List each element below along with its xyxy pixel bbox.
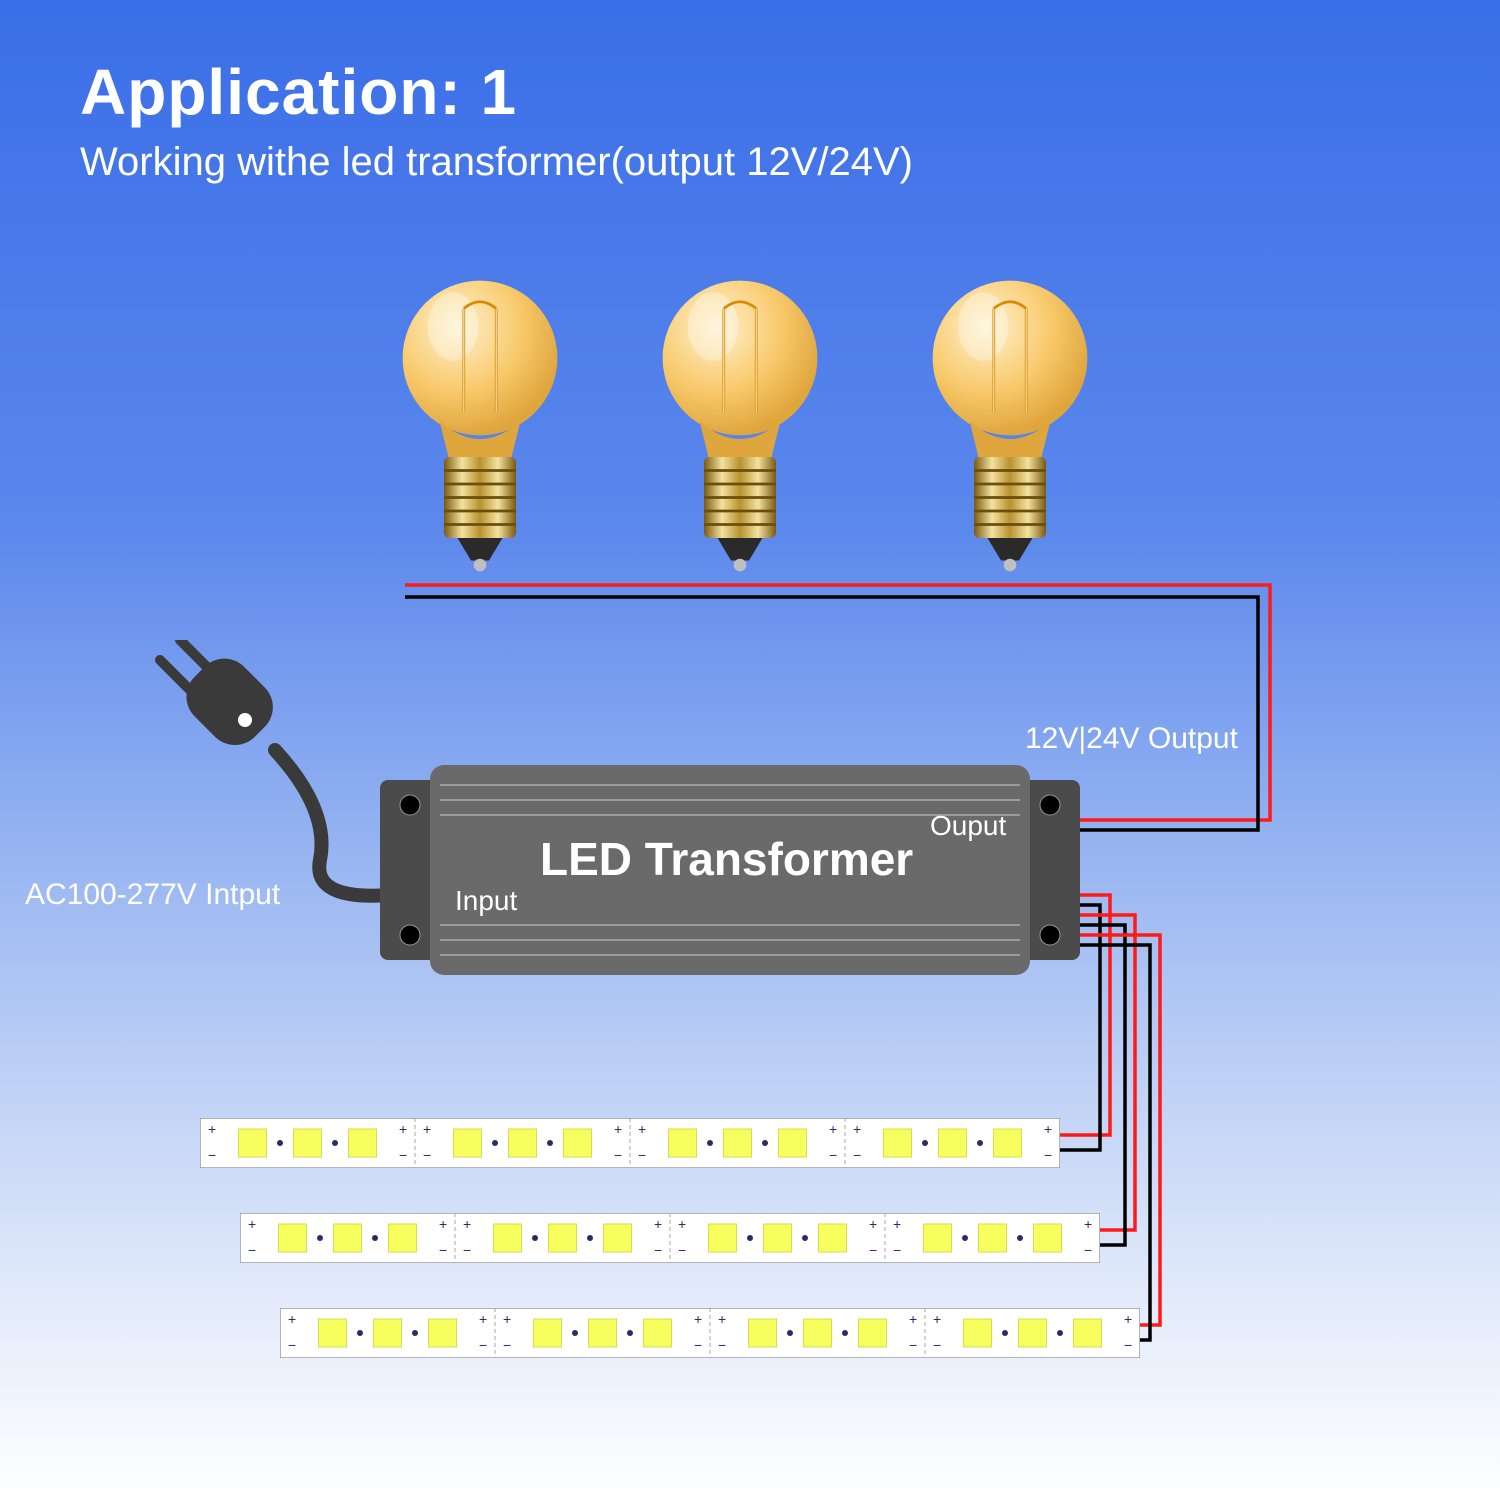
svg-text:−: −	[718, 1337, 726, 1353]
svg-text:+: +	[208, 1121, 216, 1137]
svg-text:+: +	[869, 1216, 877, 1232]
svg-text:+: +	[503, 1311, 511, 1327]
svg-text:−: −	[1044, 1147, 1052, 1163]
svg-text:+: +	[463, 1216, 471, 1232]
svg-text:+: +	[678, 1216, 686, 1232]
svg-text:+: +	[288, 1311, 296, 1327]
output-voltage-label: 12V|24V Output	[1025, 722, 1238, 756]
svg-text:−: −	[208, 1147, 216, 1163]
svg-text:−: −	[694, 1337, 702, 1353]
svg-text:−: −	[463, 1242, 471, 1258]
bulb-3	[920, 260, 1100, 600]
svg-text:+: +	[694, 1311, 702, 1327]
svg-text:+: +	[399, 1121, 407, 1137]
svg-text:+: +	[893, 1216, 901, 1232]
svg-text:−: −	[829, 1147, 837, 1163]
svg-text:−: −	[248, 1242, 256, 1258]
led-transformer: LED Transformer Input Ouput	[380, 760, 1080, 980]
bulb-2	[650, 260, 830, 600]
svg-text:+: +	[1084, 1216, 1092, 1232]
svg-text:+: +	[638, 1121, 646, 1137]
svg-text:−: −	[678, 1242, 686, 1258]
svg-text:−: −	[909, 1337, 917, 1353]
svg-text:+: +	[909, 1311, 917, 1327]
svg-text:+: +	[479, 1311, 487, 1327]
svg-text:+: +	[829, 1121, 837, 1137]
transformer-label: LED Transformer	[540, 833, 913, 885]
svg-text:+: +	[248, 1216, 256, 1232]
svg-text:+: +	[614, 1121, 622, 1137]
led-strip-1: +−+−+−+−+−+−+−+−	[200, 1118, 1060, 1168]
transformer-input-label: Input	[455, 885, 517, 916]
transformer-output-label: Ouput	[930, 810, 1006, 841]
svg-text:−: −	[853, 1147, 861, 1163]
svg-text:−: −	[288, 1337, 296, 1353]
svg-text:−: −	[893, 1242, 901, 1258]
svg-text:−: −	[638, 1147, 646, 1163]
svg-text:−: −	[654, 1242, 662, 1258]
svg-text:−: −	[614, 1147, 622, 1163]
svg-text:+: +	[933, 1311, 941, 1327]
svg-text:−: −	[503, 1337, 511, 1353]
svg-text:+: +	[853, 1121, 861, 1137]
led-strip-3: +−+−+−+−+−+−+−+−	[280, 1308, 1140, 1358]
svg-text:+: +	[423, 1121, 431, 1137]
input-voltage-label: AC100-277V Intput	[25, 878, 280, 912]
svg-text:−: −	[1124, 1337, 1132, 1353]
svg-text:+: +	[439, 1216, 447, 1232]
svg-text:−: −	[479, 1337, 487, 1353]
svg-text:−: −	[399, 1147, 407, 1163]
svg-text:−: −	[439, 1242, 447, 1258]
led-strip-2: +−+−+−+−+−+−+−+−	[240, 1213, 1100, 1263]
svg-text:+: +	[1124, 1311, 1132, 1327]
svg-text:−: −	[869, 1242, 877, 1258]
svg-text:−: −	[933, 1337, 941, 1353]
svg-text:−: −	[1084, 1242, 1092, 1258]
svg-text:+: +	[654, 1216, 662, 1232]
bulb-1	[390, 260, 570, 600]
wire-strip3-red	[1070, 935, 1160, 1325]
svg-text:+: +	[718, 1311, 726, 1327]
svg-text:−: −	[423, 1147, 431, 1163]
svg-text:+: +	[1044, 1121, 1052, 1137]
